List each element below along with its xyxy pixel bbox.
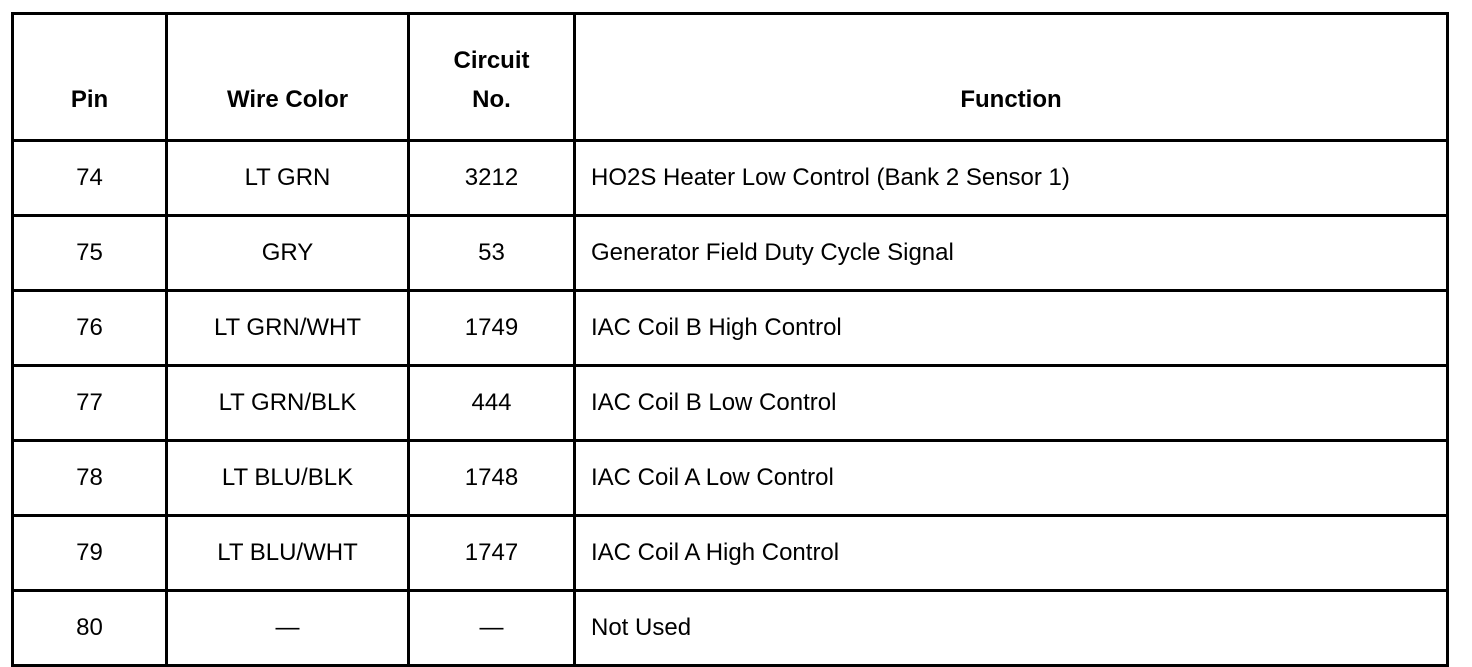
cell-pin: 77: [11, 364, 168, 442]
cell-function: Generator Field Duty Cycle Signal: [573, 214, 1449, 292]
table-row: 75 GRY 53 Generator Field Duty Cycle Signal: [11, 214, 1449, 292]
cell-wire-color: LT GRN/WHT: [165, 289, 410, 367]
cell-wire-color: LT BLU/BLK: [165, 439, 410, 517]
cell-function: IAC Coil A Low Control: [573, 439, 1449, 517]
cell-pin: 76: [11, 289, 168, 367]
cell-function: Not Used: [573, 589, 1449, 667]
cell-wire-color: LT GRN: [165, 139, 410, 217]
header-circuit-line1: Circuit: [453, 47, 530, 74]
cell-function: IAC Coil B High Control: [573, 289, 1449, 367]
cell-circuit: 444: [407, 364, 576, 442]
cell-wire-color: LT GRN/BLK: [165, 364, 410, 442]
cell-circuit: 3212: [407, 139, 576, 217]
cell-pin: 78: [11, 439, 168, 517]
cell-circuit: —: [407, 589, 576, 667]
table-row: 80— — Not Used: [11, 589, 1449, 667]
cell-pin: 74: [11, 139, 168, 217]
cell-pin: 80: [11, 589, 168, 667]
table-row: 78 LT BLU/BLK 1748 IAC Coil A Low Control: [11, 439, 1449, 517]
header-pin: Pin: [11, 12, 168, 142]
cell-circuit: 1747: [407, 514, 576, 592]
cell-pin: 75: [11, 214, 168, 292]
header-circuit-line2: No.: [472, 86, 511, 113]
cell-wire-color: GRY: [165, 214, 410, 292]
table-row: 74 LT GRN 3212 HO2S Heater Low Control (Ban…: [11, 139, 1449, 217]
cell-wire-color: LT BLU/WHT: [165, 514, 410, 592]
cell-circuit: 53: [407, 214, 576, 292]
cell-circuit: 1749: [407, 289, 576, 367]
table-row: 76 LT GRN/WHT 1749 IAC Coil B High Control: [11, 289, 1449, 367]
header-function: Function: [573, 12, 1449, 142]
cell-function: IAC Coil A High Control: [573, 514, 1449, 592]
table-row: 79 LT BLU/WHT 1747 IAC Coil A High Control: [11, 514, 1449, 592]
table-row: 77 LT GRN/BLK 444 IAC Coil B Low Control: [11, 364, 1449, 442]
cell-function: IAC Coil B Low Control: [573, 364, 1449, 442]
header-circuit-no: Circuit No.: [407, 12, 576, 142]
cell-function: HO2S Heater Low Control (Bank 2 Sensor 1…: [573, 139, 1449, 217]
cell-wire-color: —: [165, 589, 410, 667]
header-row: Pin Wire Color Circuit No. Function: [11, 12, 1449, 142]
header-wire-color: Wire Color: [165, 12, 410, 142]
cell-circuit: 1748: [407, 439, 576, 517]
cell-pin: 79: [11, 514, 168, 592]
pinout-table: Pin Wire Color Circuit No. Function 74 LT …: [11, 12, 1449, 667]
